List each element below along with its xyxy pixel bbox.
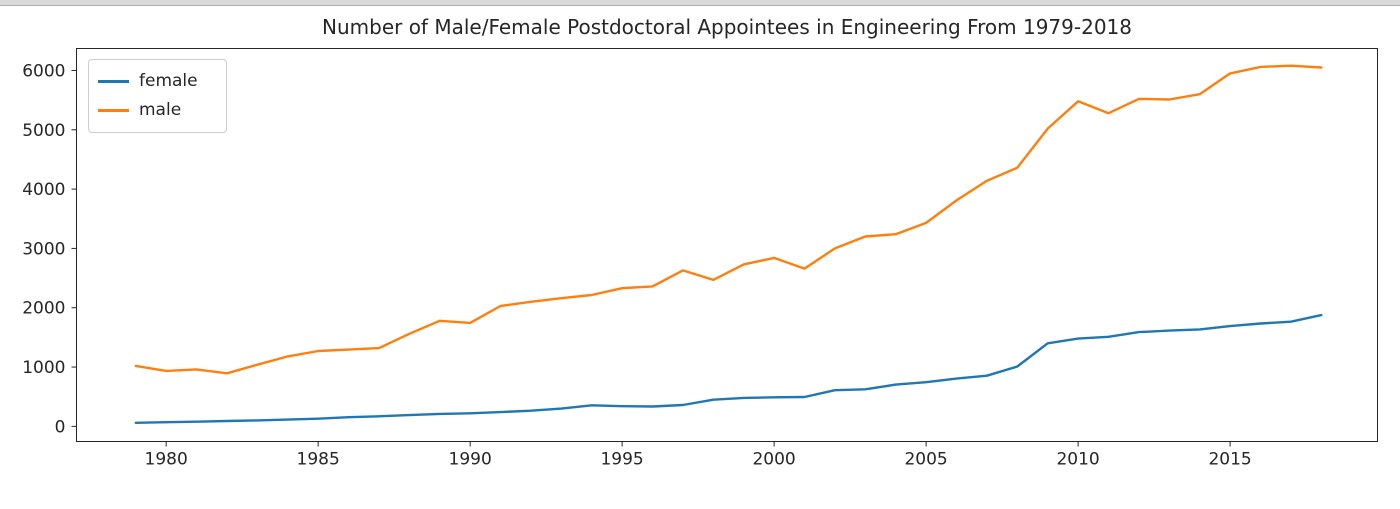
y-tick-label: 0 <box>55 417 66 437</box>
legend-label-female: female <box>139 71 198 91</box>
legend-item-male: male <box>98 96 214 125</box>
x-tick-label: 1990 <box>449 450 492 470</box>
y-tick-label: 6000 <box>22 61 65 81</box>
male-line-swatch <box>98 109 129 112</box>
window-top-edge <box>0 0 1400 6</box>
chart-title: Number of Male/Female Postdoctoral Appoi… <box>322 15 1132 39</box>
x-tick-label: 1985 <box>297 450 340 470</box>
x-tick-label: 1980 <box>145 450 188 470</box>
x-tick-label: 2000 <box>752 450 795 470</box>
legend-label-male: male <box>139 100 182 120</box>
y-tick-label: 5000 <box>22 121 65 141</box>
female-line-swatch <box>98 80 129 83</box>
legend-item-female: female <box>98 67 214 96</box>
series-line-female <box>134 313 1323 424</box>
axes-spines <box>76 48 1378 442</box>
x-tick-label: 2015 <box>1208 450 1251 470</box>
y-tick-label: 2000 <box>22 299 65 319</box>
x-tick-label: 2005 <box>904 450 947 470</box>
y-tick-label: 3000 <box>22 239 65 259</box>
legend: female male <box>88 59 227 133</box>
series-line-male <box>134 64 1323 375</box>
x-tick-label: 1995 <box>600 450 643 470</box>
y-tick-label: 4000 <box>22 180 65 200</box>
y-tick-label: 1000 <box>22 358 65 378</box>
x-tick-label: 2010 <box>1056 450 1099 470</box>
